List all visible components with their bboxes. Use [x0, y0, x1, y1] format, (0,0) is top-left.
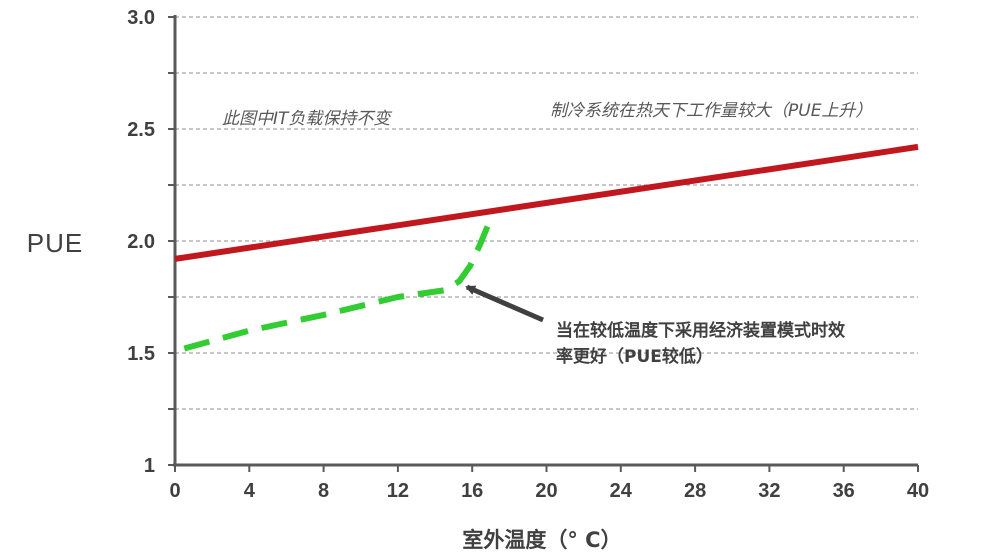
series-line-pue-no-economizer [174, 143, 919, 262]
callout-economizer-line2: 率更好（PUE较低） [556, 346, 713, 367]
series-line-pue-economizer [183, 221, 492, 352]
y-tick-label: 1.5 [127, 343, 155, 365]
x-tick-label: 40 [907, 480, 929, 502]
y-tick-label: 3.0 [127, 7, 155, 29]
x-tick-label: 8 [318, 480, 329, 502]
x-tick-label: 12 [387, 480, 409, 502]
x-tick-label: 36 [833, 480, 855, 502]
y-tick-label: 1 [144, 455, 155, 477]
x-tick-label: 24 [610, 480, 633, 502]
annotation-hot-days: 制冷系统在热天下工作量较大（PUE上升） [550, 101, 872, 121]
y-tick-label: 2.5 [127, 119, 155, 141]
y-axis-label: PUE [27, 228, 83, 258]
x-tick-label: 20 [535, 480, 557, 502]
x-tick-label: 0 [169, 480, 180, 502]
x-tick-label: 16 [461, 480, 483, 502]
callout-economizer-line1: 当在较低温度下采用经济装置模式时效 [556, 320, 845, 341]
annotation-it-load: 此图中IT负载保持不变 [222, 109, 392, 129]
x-tick-label: 32 [758, 480, 780, 502]
y-tick-label: 2.0 [127, 231, 155, 253]
x-axis-label: 室外温度（° C） [462, 528, 621, 552]
x-tick-label: 28 [684, 480, 706, 502]
x-tick-label: 4 [244, 480, 256, 502]
callout-arrow [465, 284, 544, 323]
